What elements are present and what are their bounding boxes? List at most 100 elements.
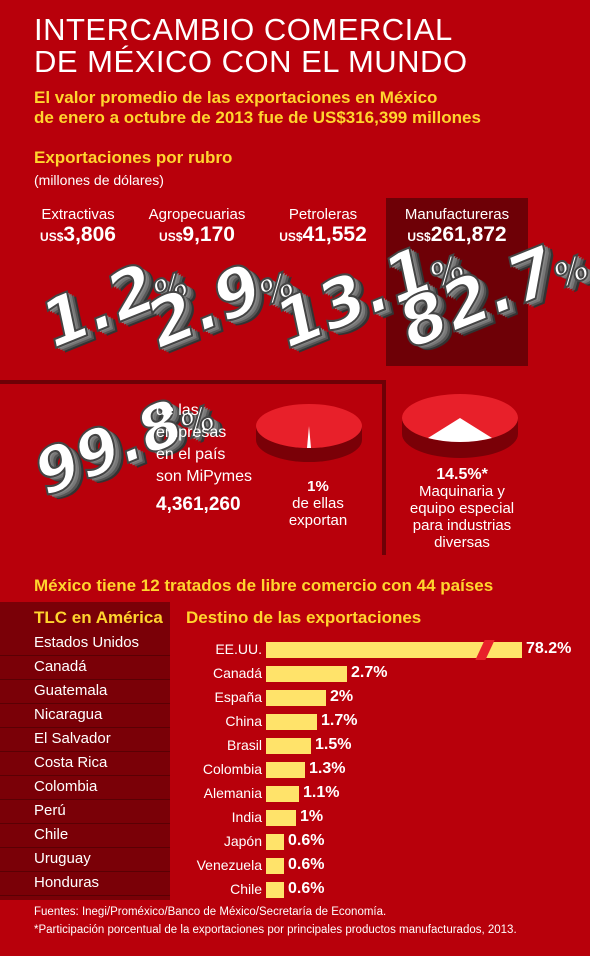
mipymes-text-line: de las — [156, 402, 199, 419]
rubro-value: US$9,170 — [142, 223, 252, 247]
bar-category-label: China — [225, 713, 262, 729]
bar — [266, 714, 317, 730]
bar — [266, 810, 296, 826]
bar — [266, 690, 326, 706]
bar-category-label: Chile — [230, 881, 262, 897]
mipymes-text-line: son MiPymes — [156, 468, 253, 485]
bar-value-label: 2.7% — [351, 664, 388, 681]
bar — [266, 786, 299, 802]
pie-label-line: de ellas — [292, 495, 344, 512]
tlc-divider — [0, 823, 170, 824]
rubro-agropecuarias: Agropecuarias US$9,170 — [142, 206, 252, 247]
mipymes-text-line: empresas — [156, 424, 227, 441]
tlc-country-item: Estados Unidos — [34, 634, 140, 651]
tlc-divider — [0, 679, 170, 680]
rubro-name: Petroleras — [288, 206, 358, 223]
rubro-value: US$41,552 — [268, 223, 378, 247]
rubro-manufactureras: Manufactureras US$261,872 — [394, 206, 520, 247]
maquinaria-label: 14.5%* Maquinaria y equipo especial para… — [392, 466, 532, 551]
rubro-extractivas: Extractivas US$3,806 — [28, 206, 128, 247]
maquinaria-pct: 14.5%* — [436, 466, 488, 483]
mipymes-pie-label: 1% de ellas exportan — [270, 478, 366, 529]
rubro-name: Agropecuarias — [148, 206, 246, 223]
bar-value-label: 1.1% — [303, 784, 340, 801]
rubro-value: US$261,872 — [394, 223, 520, 247]
bar-category-label: EE.UU. — [215, 641, 262, 657]
rubros-title: Exportaciones por rubro — [34, 148, 233, 167]
bar — [266, 834, 284, 850]
bar — [266, 858, 284, 874]
currency-label: US$ — [40, 230, 64, 244]
pct-number: 1.2 — [35, 245, 162, 367]
tlc-divider — [0, 751, 170, 752]
chart-title: Destino de las exportaciones — [186, 608, 422, 627]
bar-category-label: Venezuela — [196, 857, 262, 873]
bar — [266, 642, 522, 658]
bar-value-label: 1% — [300, 808, 324, 825]
tlc-country-item: Chile — [34, 826, 69, 843]
subtitle-line-2: de enero a octubre de 2013 fue de US$316… — [34, 108, 481, 127]
pct-sign: % — [550, 245, 590, 299]
tlc-country-item: Nicaragua — [34, 706, 103, 723]
currency-label: US$ — [279, 230, 303, 244]
maquinaria-pie-chart — [402, 394, 518, 458]
bar — [266, 738, 311, 754]
pie-label-line: exportan — [288, 512, 348, 529]
title-line-1: INTERCAMBIO COMERCIAL — [34, 12, 453, 47]
rubros-unit: (millones de dólares) — [34, 172, 164, 188]
currency-label: US$ — [407, 230, 431, 244]
tlc-divider — [0, 895, 170, 896]
tlc-country-item: El Salvador — [34, 730, 111, 747]
value-label: 261,872 — [430, 223, 507, 246]
mipymes-count: 4,361,260 — [156, 494, 241, 515]
value-label: 3,806 — [63, 223, 116, 246]
mipymes-text-line: en el país — [156, 446, 226, 463]
bar-value-label: 0.6% — [288, 880, 325, 897]
pie-pct: 1% — [307, 478, 329, 495]
tlc-country-item: Costa Rica — [34, 754, 108, 771]
tlc-divider — [0, 655, 170, 656]
bar-category-label: India — [231, 809, 262, 825]
tlc-title: TLC en América — [34, 608, 163, 627]
tlc-divider — [0, 799, 170, 800]
bar — [266, 882, 284, 898]
tlc-divider — [0, 871, 170, 872]
subtitle: El valor promedio de las exportaciones e… — [34, 88, 481, 128]
bar-value-label: 1.5% — [315, 736, 352, 753]
maquinaria-line: para industrias — [412, 517, 512, 534]
bar-value-label: 0.6% — [288, 832, 325, 849]
pie-slice-maquinaria — [428, 418, 492, 442]
bar-category-label: Canadá — [212, 665, 262, 681]
subtitle-line-1: El valor promedio de las exportaciones e… — [34, 88, 438, 107]
bar-value-label: 78.2% — [526, 640, 572, 657]
tlc-country-item: Perú — [34, 802, 66, 819]
tlc-divider — [0, 775, 170, 776]
tratados-headline: México tiene 12 tratados de libre comerc… — [34, 576, 494, 595]
bar-category-label: Brasil — [226, 737, 262, 753]
bar-value-label: 1.3% — [309, 760, 346, 777]
rubro-petroleras: Petroleras US$41,552 — [268, 206, 378, 247]
bar-category-label: Colombia — [202, 761, 262, 777]
title-line-2: DE MÉXICO CON EL MUNDO — [34, 44, 468, 79]
currency-label: US$ — [159, 230, 183, 244]
footer-note: *Participación porcentual de la exportac… — [34, 924, 517, 936]
tlc-country-item: Uruguay — [34, 850, 91, 867]
maquinaria-line: Maquinaria y — [419, 483, 505, 500]
tlc-divider — [0, 847, 170, 848]
mipymes-frame — [0, 380, 386, 555]
mipymes-pie-chart — [256, 404, 362, 462]
tlc-country-item: Guatemala — [34, 682, 108, 699]
mipymes-text: de las empresas en el país son MiPymes — [156, 400, 252, 488]
value-label: 9,170 — [182, 223, 235, 246]
bar-category-label: Alemania — [203, 785, 262, 801]
bar-value-label: 0.6% — [288, 856, 325, 873]
maquinaria-line: diversas — [434, 534, 490, 551]
rubro-name: Extractivas — [41, 206, 115, 223]
tlc-divider — [0, 727, 170, 728]
page-title: INTERCAMBIO COMERCIAL DE MÉXICO CON EL M… — [34, 14, 468, 78]
bar-category-label: Japón — [223, 833, 262, 849]
pie-slice-exportan — [307, 426, 311, 448]
bar — [266, 762, 305, 778]
manufactureras-highlight-box — [386, 198, 528, 366]
footer-sources: Fuentes: Inegi/Proméxico/Banco de México… — [34, 906, 387, 918]
